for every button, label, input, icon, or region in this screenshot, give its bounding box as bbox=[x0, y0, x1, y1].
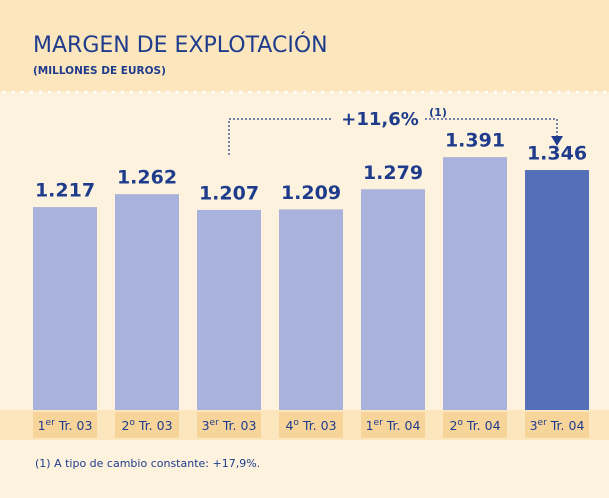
arrow-head bbox=[551, 136, 563, 146]
bar bbox=[525, 170, 589, 410]
chart-subtitle: (MILLONES DE EUROS) bbox=[33, 65, 166, 77]
category-box bbox=[443, 412, 507, 438]
bar bbox=[279, 209, 343, 410]
value-label: 1.346 bbox=[527, 143, 587, 165]
bar bbox=[115, 194, 179, 410]
bar bbox=[361, 189, 425, 410]
bar bbox=[197, 209, 261, 410]
category-box bbox=[115, 412, 179, 438]
bar bbox=[443, 157, 507, 410]
footnote: (1) A tipo de cambio constante: +17,9%. bbox=[35, 457, 260, 470]
header-band bbox=[0, 0, 609, 92]
x-tick-label: 1er Tr. 03 bbox=[38, 418, 93, 433]
category-box bbox=[197, 412, 261, 438]
chart-title: MARGEN DE EXPLOTACIÓN bbox=[33, 32, 328, 58]
x-tick-label: 1er Tr. 04 bbox=[366, 418, 421, 433]
category-box bbox=[525, 412, 589, 438]
category-box bbox=[33, 412, 97, 438]
x-tick-label: 2o Tr. 03 bbox=[121, 418, 172, 433]
footer-band bbox=[0, 440, 609, 498]
bar bbox=[33, 207, 97, 410]
value-label: 1.217 bbox=[35, 180, 95, 202]
connector bbox=[228, 118, 558, 155]
value-label: 1.391 bbox=[445, 130, 505, 152]
annotation-note: (1) bbox=[429, 106, 447, 119]
category-box bbox=[279, 412, 343, 438]
x-tick-label: 4o Tr. 03 bbox=[285, 418, 336, 433]
x-tick-label: 3er Tr. 04 bbox=[530, 418, 585, 433]
value-label: 1.279 bbox=[363, 162, 423, 184]
x-tick-label: 2o Tr. 04 bbox=[449, 418, 500, 433]
value-label: 1.262 bbox=[117, 167, 177, 189]
category-box bbox=[361, 412, 425, 438]
value-label: 1.207 bbox=[199, 182, 259, 204]
value-label: 1.209 bbox=[281, 182, 341, 204]
annotation: +11,6% bbox=[341, 109, 419, 130]
x-tick-label: 3er Tr. 03 bbox=[202, 418, 257, 433]
